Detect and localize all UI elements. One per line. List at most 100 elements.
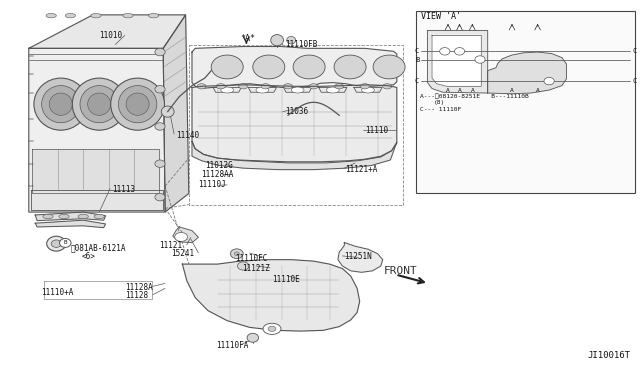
Ellipse shape bbox=[544, 77, 554, 85]
Polygon shape bbox=[31, 190, 163, 210]
Ellipse shape bbox=[175, 232, 188, 241]
Text: FRONT: FRONT bbox=[384, 266, 418, 276]
Ellipse shape bbox=[256, 87, 269, 93]
Ellipse shape bbox=[47, 236, 66, 251]
Ellipse shape bbox=[475, 56, 485, 63]
Ellipse shape bbox=[454, 48, 465, 55]
Ellipse shape bbox=[216, 84, 225, 89]
Text: 11110+A: 11110+A bbox=[42, 288, 74, 296]
Text: A: A bbox=[510, 87, 514, 93]
Ellipse shape bbox=[293, 55, 325, 79]
Ellipse shape bbox=[284, 84, 292, 89]
Ellipse shape bbox=[123, 13, 133, 18]
Ellipse shape bbox=[72, 78, 126, 130]
Ellipse shape bbox=[197, 84, 206, 89]
Text: *A*: *A* bbox=[241, 34, 255, 43]
Polygon shape bbox=[488, 52, 566, 94]
Ellipse shape bbox=[239, 84, 248, 89]
Ellipse shape bbox=[51, 240, 61, 247]
Text: 11121Z: 11121Z bbox=[242, 264, 269, 273]
Text: 11036: 11036 bbox=[285, 107, 308, 116]
Text: 11251N: 11251N bbox=[344, 252, 372, 261]
Ellipse shape bbox=[34, 78, 88, 130]
Text: 11012G: 11012G bbox=[205, 161, 232, 170]
Text: C--- 11110F: C--- 11110F bbox=[420, 107, 461, 112]
Polygon shape bbox=[213, 87, 241, 92]
Ellipse shape bbox=[42, 86, 80, 123]
Text: 11110E: 11110E bbox=[272, 275, 300, 284]
Ellipse shape bbox=[126, 93, 149, 115]
Ellipse shape bbox=[271, 35, 284, 46]
Ellipse shape bbox=[362, 87, 374, 93]
Text: <6>: <6> bbox=[82, 252, 96, 261]
Text: C: C bbox=[415, 48, 419, 54]
Polygon shape bbox=[35, 212, 106, 221]
Text: A---Ⓑ08120-8251E   B---11110B: A---Ⓑ08120-8251E B---11110B bbox=[420, 93, 529, 99]
Ellipse shape bbox=[334, 55, 366, 79]
Text: 11110J: 11110J bbox=[198, 180, 226, 189]
Ellipse shape bbox=[230, 249, 243, 259]
Polygon shape bbox=[29, 48, 165, 212]
Ellipse shape bbox=[91, 13, 101, 18]
Polygon shape bbox=[173, 227, 198, 243]
Polygon shape bbox=[338, 243, 383, 272]
Ellipse shape bbox=[155, 48, 165, 56]
Text: B: B bbox=[63, 240, 67, 246]
Text: 11110FB: 11110FB bbox=[285, 40, 317, 49]
Ellipse shape bbox=[237, 262, 249, 270]
Ellipse shape bbox=[268, 326, 276, 331]
Polygon shape bbox=[32, 149, 159, 193]
Polygon shape bbox=[182, 260, 360, 331]
Polygon shape bbox=[354, 87, 382, 92]
Text: 11110FA: 11110FA bbox=[216, 341, 249, 350]
Ellipse shape bbox=[221, 87, 234, 93]
Ellipse shape bbox=[360, 84, 369, 89]
Text: JI10016T: JI10016T bbox=[588, 351, 630, 360]
Ellipse shape bbox=[155, 123, 165, 130]
Text: 11140: 11140 bbox=[176, 131, 199, 140]
Ellipse shape bbox=[440, 48, 450, 55]
Text: (8): (8) bbox=[434, 100, 445, 105]
Ellipse shape bbox=[335, 84, 344, 89]
Ellipse shape bbox=[155, 160, 165, 167]
Polygon shape bbox=[192, 46, 397, 88]
Ellipse shape bbox=[291, 87, 304, 93]
Ellipse shape bbox=[65, 13, 76, 18]
Text: 11128AA: 11128AA bbox=[202, 170, 234, 179]
Ellipse shape bbox=[43, 214, 53, 219]
Text: 11110FC: 11110FC bbox=[236, 254, 268, 263]
Ellipse shape bbox=[94, 214, 104, 219]
Ellipse shape bbox=[148, 13, 159, 18]
Text: 15241: 15241 bbox=[172, 249, 195, 258]
Text: A: A bbox=[470, 87, 474, 93]
Ellipse shape bbox=[211, 55, 243, 79]
Ellipse shape bbox=[59, 214, 69, 219]
Ellipse shape bbox=[60, 238, 71, 247]
Ellipse shape bbox=[383, 84, 392, 89]
Polygon shape bbox=[284, 87, 312, 92]
Text: 11010: 11010 bbox=[99, 31, 122, 40]
Ellipse shape bbox=[373, 55, 405, 79]
Polygon shape bbox=[432, 35, 481, 86]
Ellipse shape bbox=[161, 106, 174, 117]
Text: 11113: 11113 bbox=[112, 185, 135, 194]
Ellipse shape bbox=[263, 323, 281, 334]
Text: C: C bbox=[415, 78, 419, 84]
Ellipse shape bbox=[78, 214, 88, 219]
Text: A: A bbox=[458, 87, 461, 93]
Polygon shape bbox=[248, 87, 276, 92]
Ellipse shape bbox=[247, 333, 259, 342]
Ellipse shape bbox=[155, 86, 165, 93]
Text: B: B bbox=[415, 57, 419, 62]
Polygon shape bbox=[163, 15, 189, 212]
Ellipse shape bbox=[326, 87, 339, 93]
Polygon shape bbox=[192, 85, 397, 162]
Text: 11110: 11110 bbox=[365, 126, 388, 135]
Polygon shape bbox=[319, 87, 347, 92]
Text: Ⓑ081AB-6121A: Ⓑ081AB-6121A bbox=[70, 243, 126, 252]
Ellipse shape bbox=[309, 84, 318, 89]
Ellipse shape bbox=[287, 36, 296, 44]
Ellipse shape bbox=[80, 86, 118, 123]
Polygon shape bbox=[428, 31, 488, 93]
Text: 11121: 11121 bbox=[159, 241, 182, 250]
